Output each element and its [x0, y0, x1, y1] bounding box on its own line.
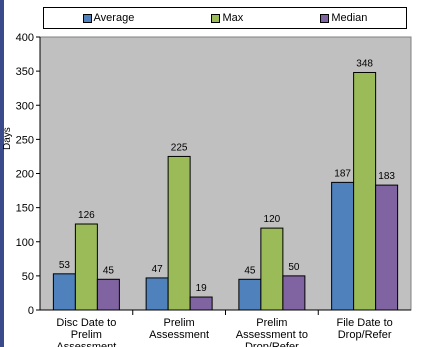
legend-item-median: Median [320, 12, 367, 24]
legend-swatch-average [82, 13, 92, 23]
x-tick-label: Prelim Assessment [149, 317, 209, 341]
data-label: 50 [288, 262, 300, 273]
x-tick-label-line: Assessment [56, 341, 116, 347]
bar-max [260, 227, 284, 311]
data-label: 126 [78, 210, 95, 221]
y-tick-label: 100 [16, 237, 34, 249]
x-tick-label-line: Drop/Refer [338, 329, 392, 341]
bar-average [238, 278, 262, 311]
bar-max [74, 223, 98, 311]
bar-max [353, 71, 377, 311]
x-tick-label: File Date to Drop/Refer [337, 317, 393, 341]
x-tick-label-line: Disc Date to [56, 317, 116, 329]
x-tick-label-line: Assessment [149, 329, 209, 341]
data-label: 348 [356, 58, 373, 69]
y-tick-label: 300 [16, 100, 34, 112]
bar-average [145, 277, 169, 311]
x-tick-label-line: Prelim [164, 317, 195, 329]
data-label: 187 [334, 168, 351, 179]
y-tick-label: 150 [16, 203, 34, 215]
data-label: 19 [196, 283, 208, 294]
y-tick-label: 200 [16, 169, 34, 181]
left-accent-strip [0, 0, 4, 347]
bar-median [282, 275, 306, 311]
bar-median [96, 278, 120, 311]
x-tick-label-line: Prelim [256, 317, 287, 329]
legend-swatch-median [320, 13, 330, 23]
y-tick-label: 400 [16, 32, 34, 44]
y-tick-label: 350 [16, 66, 34, 78]
chart-legend: Average Max Median [43, 7, 407, 29]
legend-label-median: Median [331, 12, 368, 24]
legend-swatch-max [211, 13, 221, 23]
x-tick-label-line: Drop/Refer [245, 341, 299, 347]
x-tick-label-line: Prelim [71, 329, 102, 341]
bar-median [189, 296, 213, 311]
x-tick-label-line: File Date to [337, 317, 393, 329]
bar-median [375, 184, 399, 311]
data-label: 120 [264, 214, 281, 225]
data-label: 225 [171, 142, 188, 153]
legend-item-average: Average [82, 12, 135, 24]
x-tick-label: Prelim Assessment to Drop/Refer [236, 317, 308, 347]
bar-max [167, 155, 191, 311]
y-tick-label: 250 [16, 134, 34, 146]
legend-label-max: Max [222, 12, 244, 24]
y-tick-label: 50 [22, 271, 34, 283]
bar-average [52, 273, 76, 311]
data-label: 53 [59, 260, 71, 271]
bar-average [331, 181, 355, 311]
legend-label-average: Average [93, 12, 135, 24]
data-label: 183 [378, 171, 395, 182]
y-tick-label: 0 [28, 305, 34, 317]
legend-item-max: Max [211, 12, 243, 24]
data-label: 45 [103, 265, 115, 276]
x-tick-label-line: Assessment to [236, 329, 308, 341]
data-label: 47 [152, 264, 164, 275]
data-label: 45 [244, 265, 256, 276]
x-tick-label: Disc Date to Prelim Assessment [56, 317, 116, 347]
